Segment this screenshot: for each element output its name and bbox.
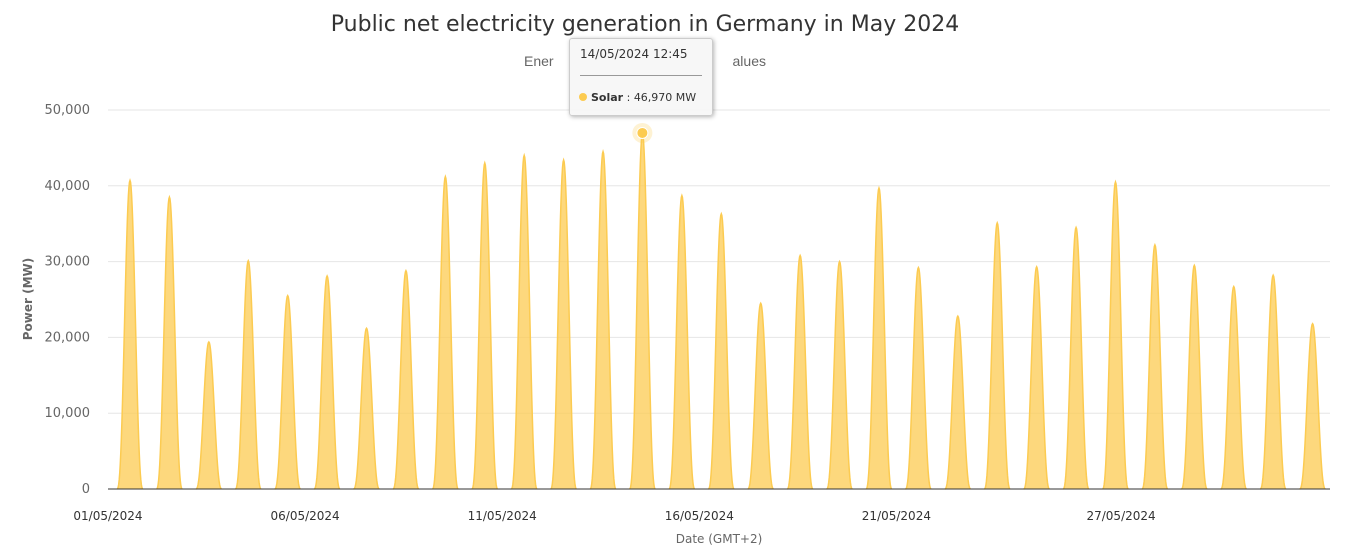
- solar-day-area[interactable]: [471, 160, 498, 490]
- solar-day-area[interactable]: [1141, 242, 1169, 490]
- solar-day-area[interactable]: [1259, 273, 1287, 490]
- y-tick-label: 40,000: [45, 179, 91, 194]
- y-tick-label: 10,000: [45, 406, 91, 421]
- y-axis-ticks: 0 10,000 20,000 30,000 40,000 50,000: [45, 103, 91, 497]
- solar-day-area[interactable]: [747, 301, 774, 490]
- solar-day-area[interactable]: [865, 185, 893, 490]
- solar-day-area[interactable]: [1181, 263, 1208, 490]
- solar-day-area[interactable]: [353, 326, 380, 490]
- x-tick-label: 01/05/2024: [73, 509, 142, 523]
- solar-day-area[interactable]: [156, 194, 183, 490]
- tooltip-value: 46,970 MW: [633, 91, 697, 104]
- solar-day-area[interactable]: [1220, 284, 1247, 490]
- x-tick-label: 11/05/2024: [468, 509, 537, 523]
- tooltip-series-dot: [579, 93, 587, 101]
- solar-day-area[interactable]: [905, 265, 932, 490]
- solar-day-area[interactable]: [235, 258, 262, 490]
- hover-marker-dot: [636, 126, 649, 139]
- tooltip-series-name: Solar: [591, 91, 624, 104]
- tooltip-colon: :: [623, 91, 634, 104]
- x-axis-title: Date (GMT+2): [676, 532, 763, 546]
- tooltip-separator: [580, 75, 702, 76]
- hover-marker: [632, 122, 653, 143]
- x-tick-label: 27/05/2024: [1086, 509, 1155, 523]
- y-tick-label: 50,000: [45, 103, 91, 118]
- solar-day-area[interactable]: [668, 193, 695, 490]
- tooltip-row: Solar : 46,970 MW: [579, 91, 696, 104]
- solar-day-area[interactable]: [1299, 322, 1326, 490]
- solar-day-area[interactable]: [392, 268, 420, 490]
- chart-subtitle: Ener alues: [524, 53, 766, 69]
- solar-day-area[interactable]: [116, 177, 144, 490]
- solar-day-area[interactable]: [1062, 225, 1090, 490]
- solar-day-area[interactable]: [826, 259, 853, 490]
- y-tick-label: 0: [82, 482, 90, 497]
- chart-title: Public net electricity generation in Ger…: [330, 12, 960, 37]
- solar-day-area[interactable]: [313, 274, 341, 490]
- x-tick-label: 21/05/2024: [862, 509, 931, 523]
- x-axis-ticks: 01/05/2024 06/05/2024 11/05/2024 16/05/2024…: [73, 509, 1155, 523]
- solar-day-area[interactable]: [195, 340, 222, 490]
- solar-day-area[interactable]: [944, 314, 971, 490]
- x-tick-label: 06/05/2024: [271, 509, 340, 523]
- x-tick-label: 16/05/2024: [665, 509, 734, 523]
- solar-day-area[interactable]: [274, 294, 301, 490]
- solar-day-area[interactable]: [1023, 265, 1050, 490]
- tooltip: 14/05/2024 12:45 Solar : 46,970 MW: [569, 38, 713, 116]
- y-tick-label: 30,000: [45, 255, 91, 270]
- solar-series[interactable]: [116, 130, 1326, 490]
- solar-day-area[interactable]: [983, 220, 1011, 490]
- solar-day-area[interactable]: [589, 148, 617, 490]
- solar-day-area[interactable]: [1102, 179, 1129, 490]
- solar-day-area[interactable]: [510, 152, 538, 490]
- y-axis-title: Power (MW): [21, 258, 35, 341]
- solar-day-area[interactable]: [708, 211, 735, 490]
- solar-day-area[interactable]: [786, 253, 814, 490]
- solar-day-area[interactable]: [629, 130, 656, 490]
- solar-day-area[interactable]: [432, 174, 459, 490]
- tooltip-time: 14/05/2024 12:45: [580, 47, 688, 61]
- y-tick-label: 20,000: [45, 330, 91, 345]
- solar-day-area[interactable]: [550, 157, 577, 490]
